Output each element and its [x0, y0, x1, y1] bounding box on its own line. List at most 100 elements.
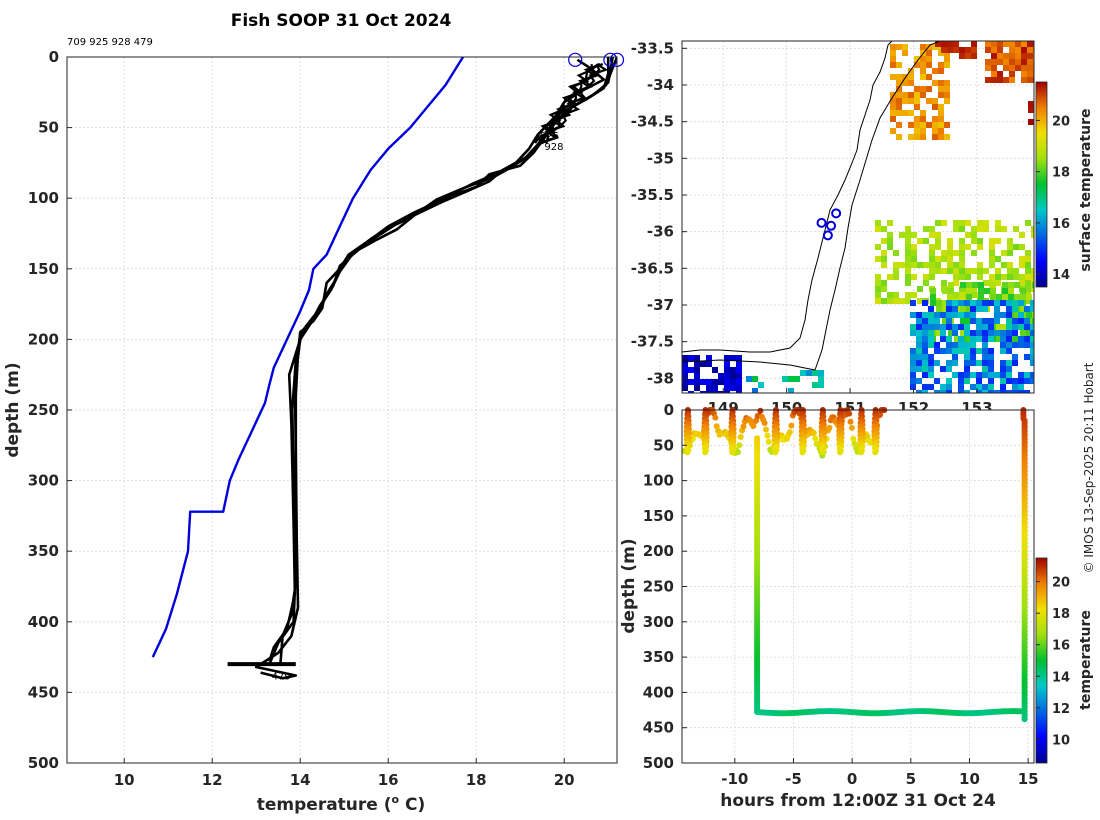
map-sst-cell — [934, 390, 940, 393]
profile-line-surface-trace — [534, 63, 601, 144]
map-sst-cell — [1006, 318, 1012, 324]
map-sst-cell — [890, 110, 896, 116]
map-sst-cell — [1021, 47, 1027, 53]
map-sst-cell — [923, 262, 929, 268]
map-sst-cell — [911, 292, 917, 298]
map-sst-cell — [964, 312, 970, 318]
map-sst-cell — [1013, 244, 1019, 250]
time-depth-point — [761, 420, 768, 426]
map-sst-cell — [932, 104, 938, 110]
map-sst-cell — [682, 373, 688, 379]
time-depth-point — [765, 438, 772, 445]
map-sst-cell — [730, 355, 736, 361]
map-sst-cell — [922, 354, 928, 360]
map-sst-cell — [1026, 294, 1032, 300]
profile-grid — [67, 56, 617, 764]
map-sst-cell — [934, 348, 940, 354]
map-sst-cell — [1014, 294, 1020, 300]
map-sst-cell — [976, 360, 982, 366]
map-sst-cell — [960, 330, 966, 336]
map-sst-cell — [916, 312, 922, 318]
time-depth-y-tick-label: 200 — [643, 542, 674, 560]
map-sst-cell — [1030, 372, 1034, 378]
map-sst-cell — [806, 370, 812, 376]
profile-x-label: temperature (o C) — [257, 793, 426, 815]
map-sst-cell — [1007, 262, 1013, 268]
map-sst-cell — [959, 292, 965, 298]
map-sst-cell — [916, 324, 922, 330]
profile-y-ticks: 0 50 100 150 200 250 300 350 400 450 500 — [28, 48, 72, 772]
map-sst-cell — [1018, 318, 1024, 324]
map-sst-cell — [1007, 238, 1013, 244]
map-sst-cell — [893, 292, 899, 298]
map-sst-cell — [752, 388, 758, 393]
map-sst-cell — [929, 256, 935, 262]
map-sst-cell — [952, 324, 958, 330]
map-sst-cell — [938, 128, 944, 134]
map-sst-cell — [935, 238, 941, 244]
map-sst-cell — [718, 373, 724, 379]
map-sst-cell — [947, 250, 953, 256]
map-frame — [681, 40, 1035, 394]
map-sst-cell — [1000, 360, 1006, 366]
map-sst-cell — [947, 268, 953, 274]
map-sst-cell — [952, 348, 958, 354]
time-depth-point — [729, 449, 736, 456]
map-sst-cell — [964, 390, 970, 393]
map-sst-cell — [965, 220, 971, 226]
map-sst-cell — [902, 110, 908, 116]
map-sst-cell — [941, 268, 947, 274]
map-sst-cell — [887, 238, 893, 244]
map-sst-cell — [1024, 318, 1030, 324]
profile-surface-marker — [568, 52, 583, 67]
map-sst-cell — [946, 312, 952, 318]
map-coastline — [682, 41, 941, 371]
time-depth-colorbar-tick-label: 12 — [1052, 702, 1070, 717]
map-sst-cell — [896, 44, 902, 50]
map-sst-cell — [964, 378, 970, 384]
map-sst-cell — [953, 280, 959, 286]
map-sst-cell — [1030, 300, 1034, 306]
map-sst-cell — [935, 256, 941, 262]
map-sst-cell — [875, 292, 881, 298]
map-sst-cell — [994, 330, 1000, 336]
map-sst-cell — [982, 384, 988, 390]
map-sst-cell — [890, 104, 896, 110]
map-sst-cell — [1009, 65, 1015, 71]
map-sst-cell — [940, 384, 946, 390]
map-sst-cell — [976, 348, 982, 354]
time-depth-x-tick-label: 0 — [847, 770, 857, 788]
map-sst-cell — [982, 318, 988, 324]
map-sst-cell — [1024, 378, 1030, 384]
map-sst-cell — [978, 282, 984, 288]
map-sst-cell — [922, 366, 928, 372]
map-sst-cell — [995, 274, 1001, 280]
time-depth-point — [851, 440, 858, 447]
map-sst-cell — [910, 372, 916, 378]
map-sst-cell — [988, 348, 994, 354]
map-sst-cell — [910, 330, 916, 336]
map-sst-cell — [1032, 282, 1034, 288]
map-sst-cell — [1024, 324, 1030, 330]
time-depth-y-tick-label: 50 — [653, 436, 674, 454]
map-sst-cell — [1025, 286, 1031, 292]
map-y-tick-label: -33.5 — [631, 39, 674, 57]
map-sst-cell — [994, 300, 1000, 306]
time-depth-point — [810, 430, 817, 436]
map-colorbar-tick-label: 16 — [1052, 217, 1070, 232]
map-sst-cell — [997, 77, 1003, 83]
map-sst-cell — [958, 390, 964, 393]
map-sst-cell — [694, 385, 700, 391]
map-sst-cell — [730, 385, 736, 391]
map-sst-cell — [1012, 384, 1018, 390]
map-sst-cell — [1021, 71, 1027, 77]
map-sst-cell — [977, 238, 983, 244]
map-sst-cell — [971, 232, 977, 238]
map-sst-cell — [916, 348, 922, 354]
map-sst-cell — [988, 336, 994, 342]
map-sst-cell — [1008, 288, 1014, 294]
map-sst-cell — [890, 50, 896, 56]
time-depth-point — [753, 417, 760, 424]
profile-x-ticks: 10 12 14 16 18 20 — [114, 758, 575, 789]
map-sst-cell — [881, 250, 887, 256]
